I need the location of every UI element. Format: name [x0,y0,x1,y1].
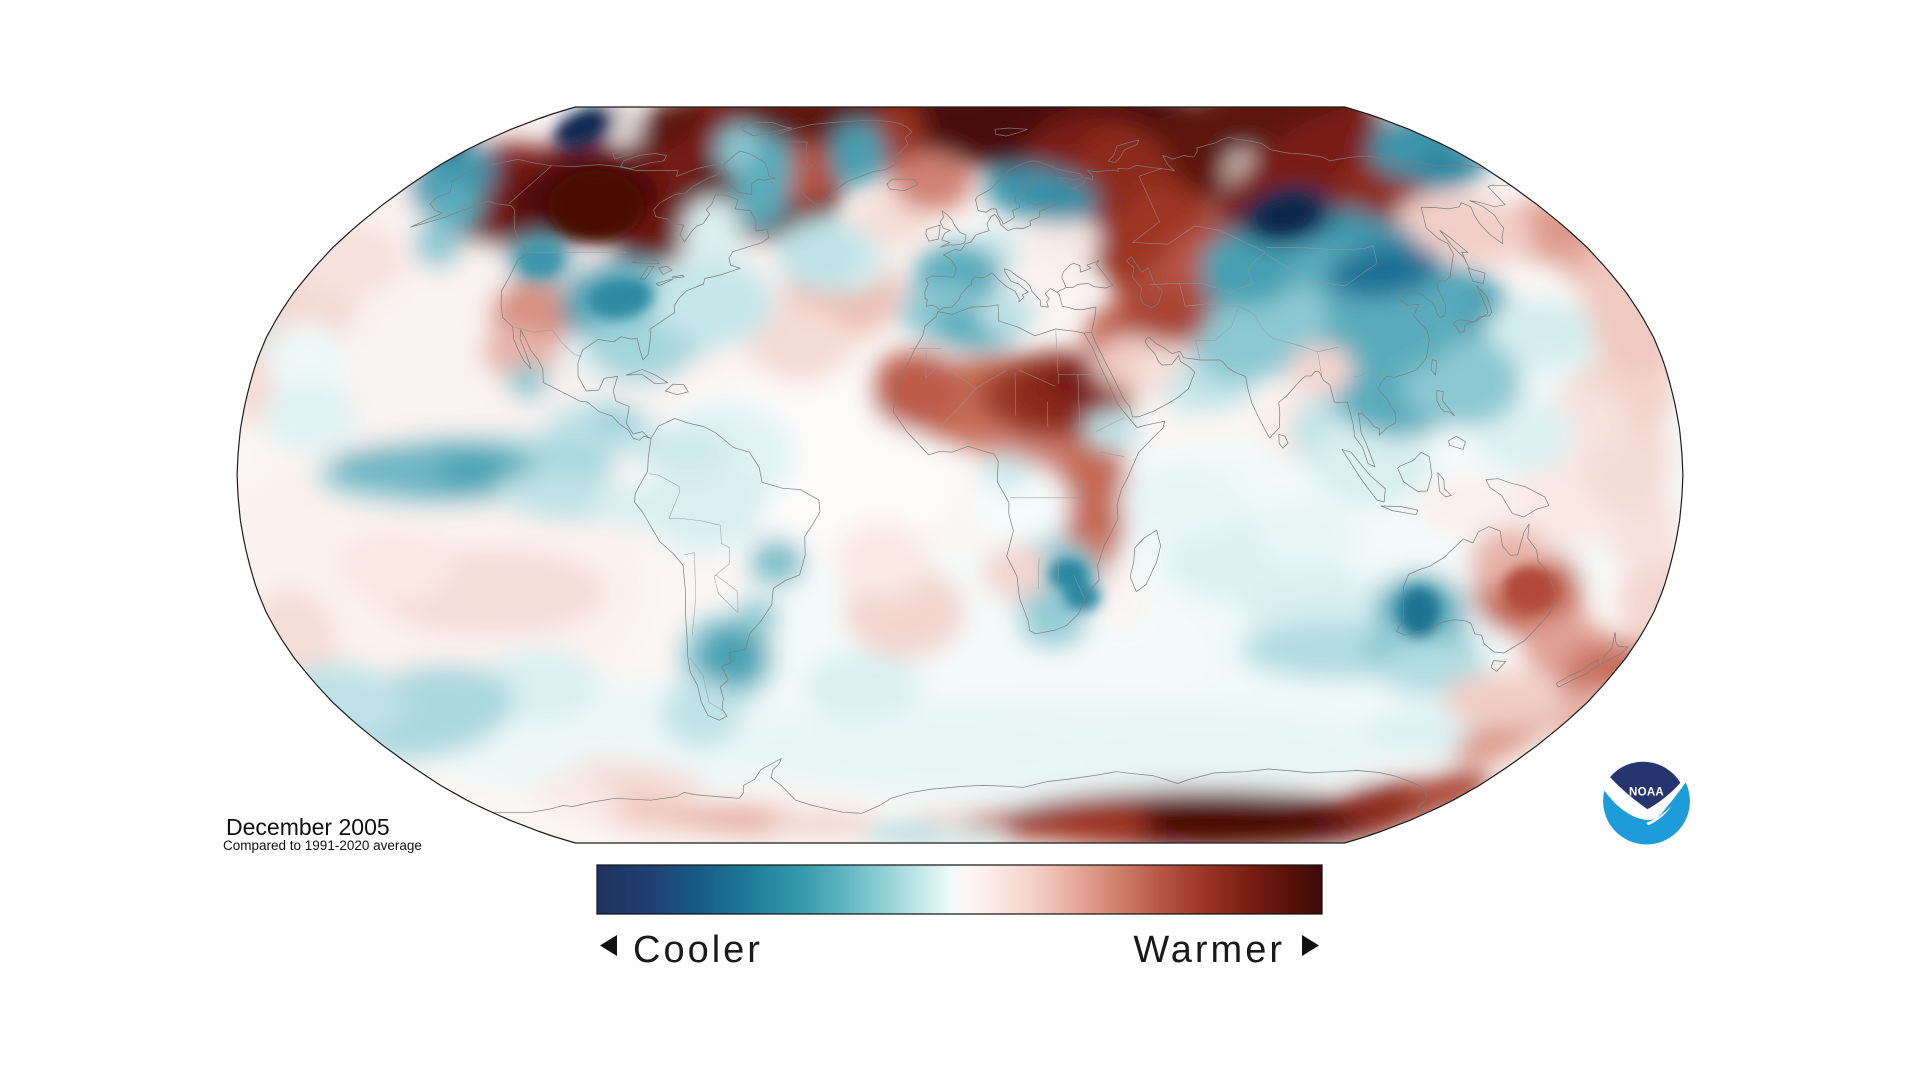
svg-text:Compared to 1991-2020 average: Compared to 1991-2020 average [223,838,422,853]
svg-text:Warmer: Warmer [1133,929,1285,971]
svg-text:NOAA: NOAA [1629,786,1664,798]
svg-text:Cooler: Cooler [633,929,763,971]
svg-text:December 2005: December 2005 [226,814,390,840]
